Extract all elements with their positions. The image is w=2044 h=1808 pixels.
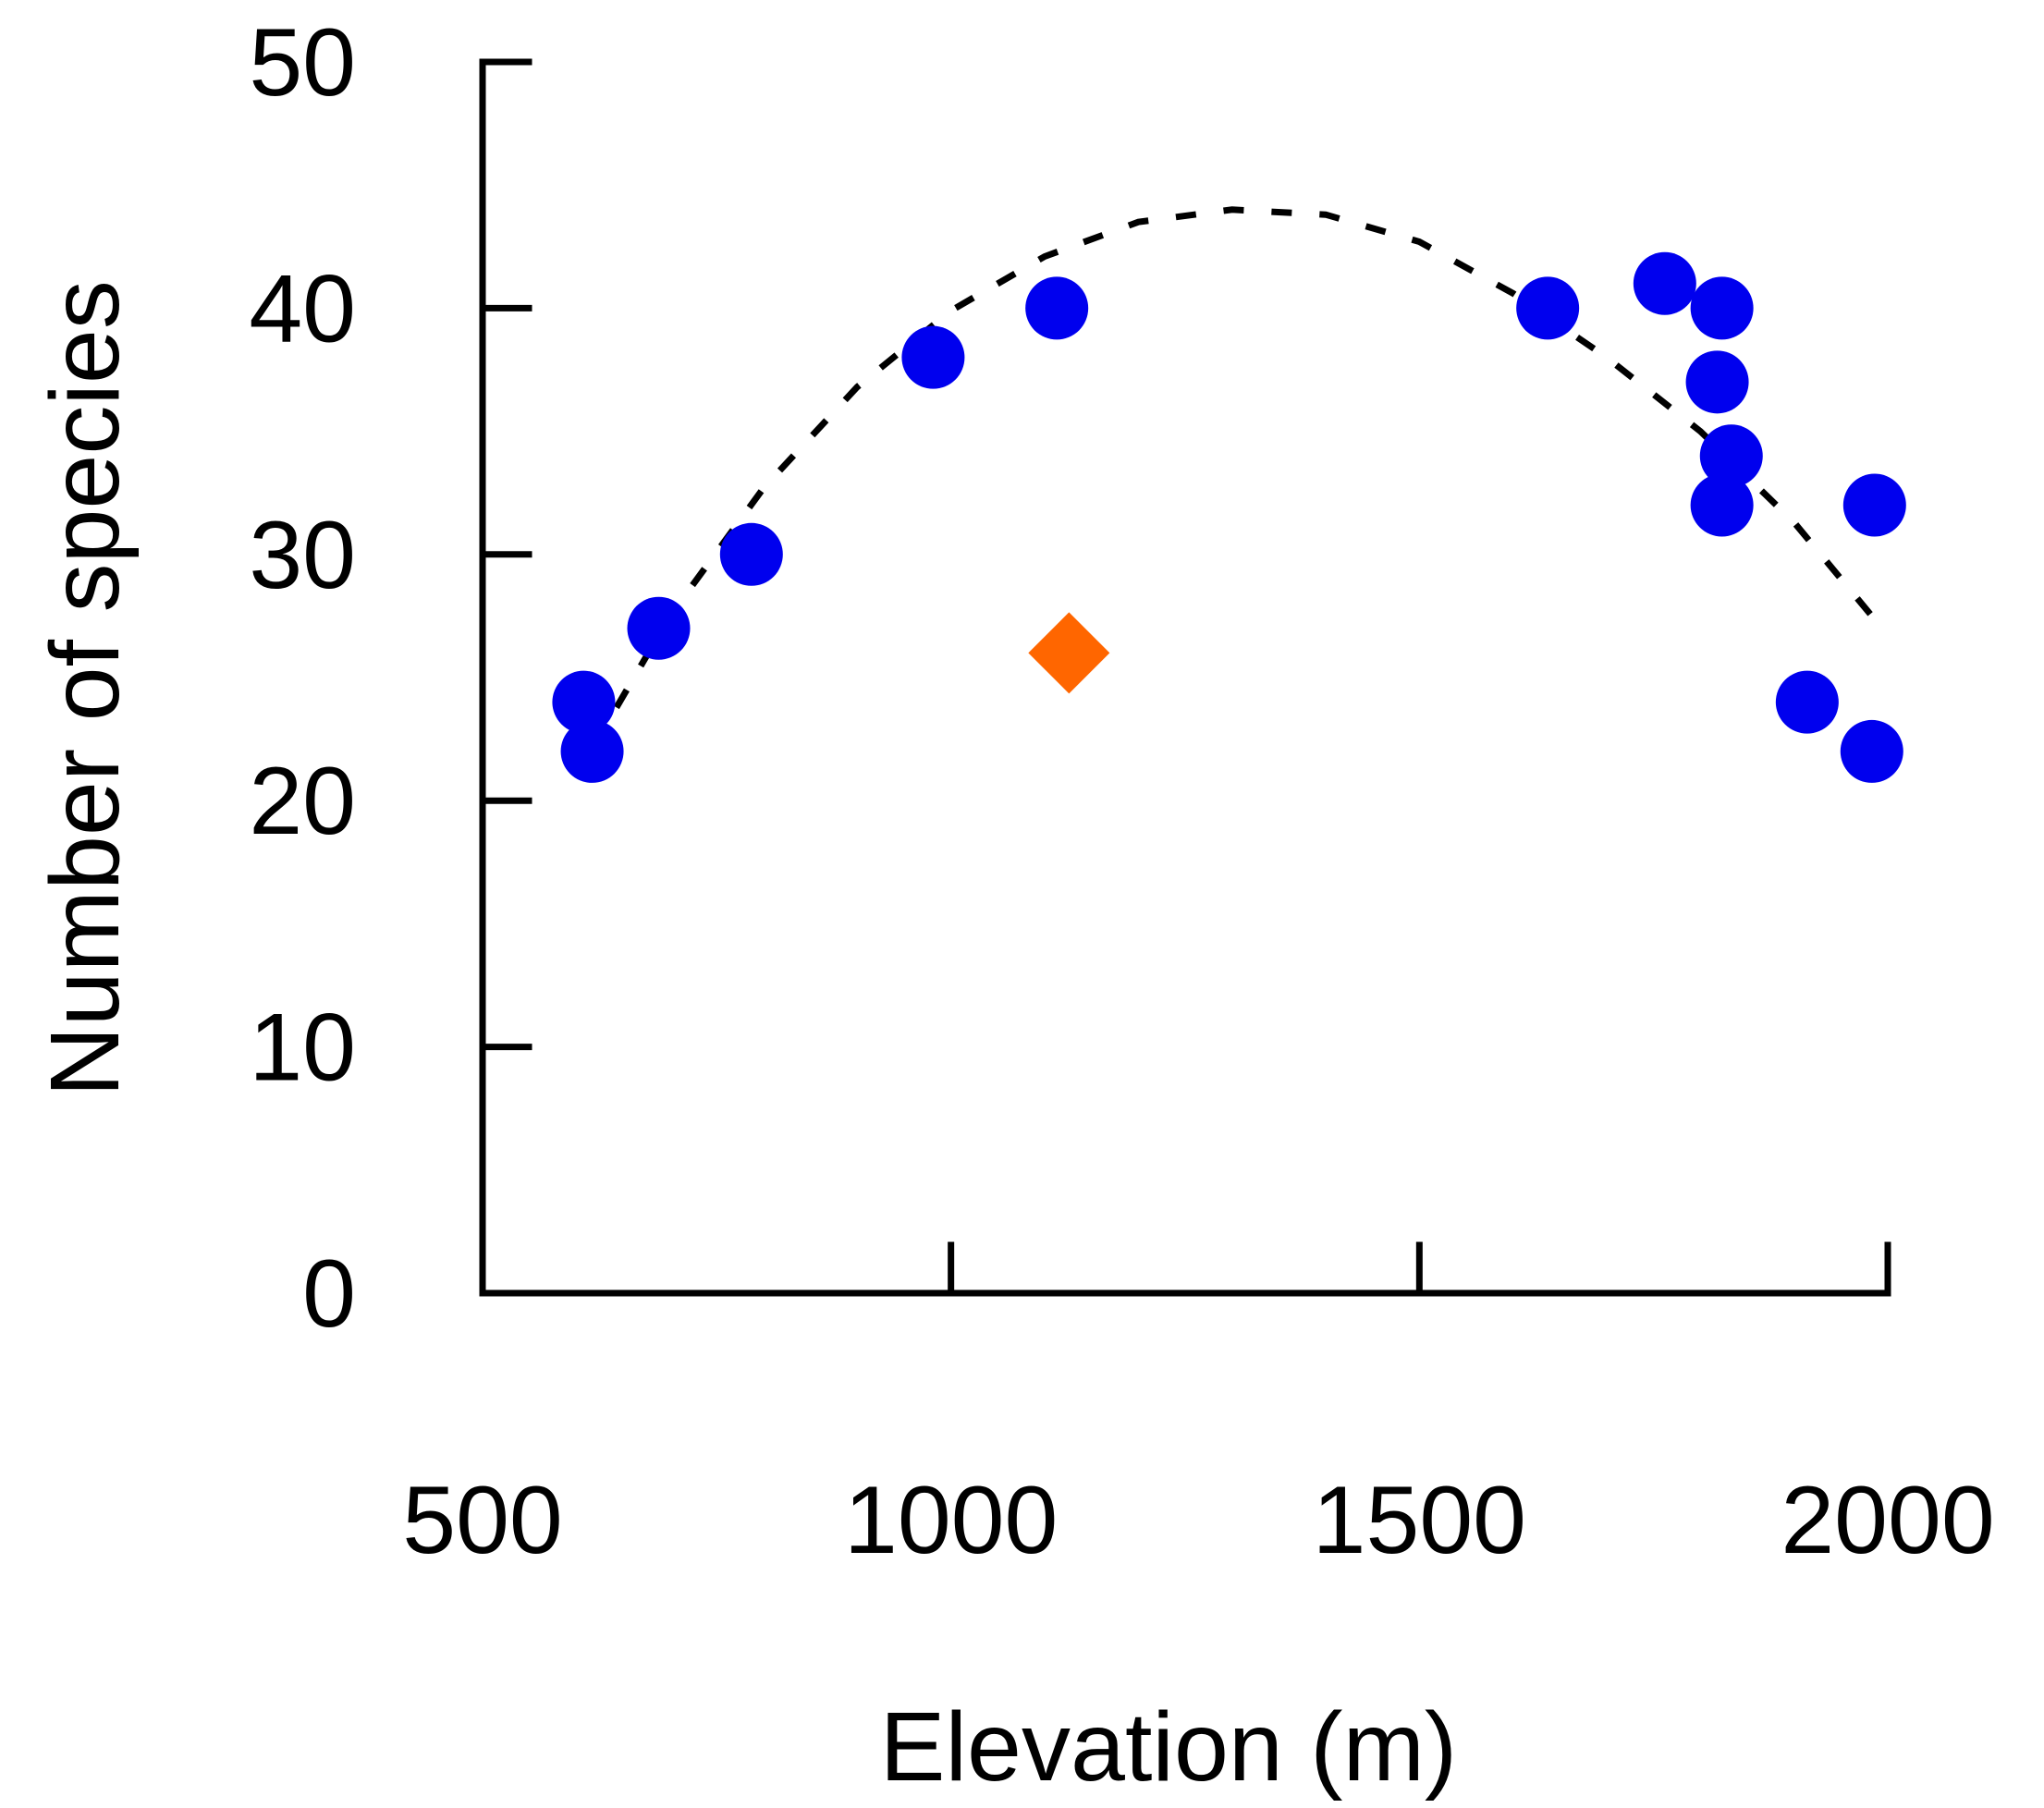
- data-point: [1516, 276, 1580, 340]
- outlier-point: [1028, 612, 1110, 694]
- data-point: [1690, 473, 1754, 537]
- y-tick-label: 0: [302, 1240, 356, 1348]
- data-point: [1775, 670, 1839, 734]
- axes: 0 10 20 30 40 50 500 1000 1500 2000: [249, 9, 1994, 1574]
- x-tick-label: 500: [402, 1467, 563, 1574]
- y-tick-label: 20: [249, 748, 356, 855]
- x-axis-label: Elevation (m): [880, 1692, 1457, 1802]
- fit-curve-layer: [589, 206, 1875, 751]
- y-tick-label: 50: [249, 9, 356, 116]
- x-tick-label: 1000: [844, 1467, 1058, 1574]
- data-point: [901, 325, 965, 389]
- data-point: [1690, 276, 1754, 340]
- data-point: [560, 719, 624, 783]
- fit-curve: [589, 206, 1875, 751]
- axis-labels-layer: Elevation (m) Number of species: [31, 280, 1457, 1802]
- y-tick-label: 40: [249, 255, 356, 362]
- x-tick-label: 2000: [1781, 1467, 1994, 1574]
- data-point: [627, 596, 691, 660]
- data-points-layer: [552, 251, 1906, 783]
- data-point: [1025, 276, 1089, 340]
- data-point: [719, 522, 783, 586]
- data-point: [1840, 719, 1903, 783]
- data-point: [1842, 473, 1906, 537]
- x-tick-label: 1500: [1313, 1467, 1526, 1574]
- data-point: [1633, 251, 1696, 315]
- y-tick-label: 30: [249, 502, 356, 609]
- data-point: [552, 670, 616, 734]
- data-point: [1699, 424, 1763, 488]
- y-tick-label: 10: [249, 995, 356, 1102]
- y-axis-label: Number of species: [31, 280, 140, 1097]
- data-point: [1685, 350, 1749, 414]
